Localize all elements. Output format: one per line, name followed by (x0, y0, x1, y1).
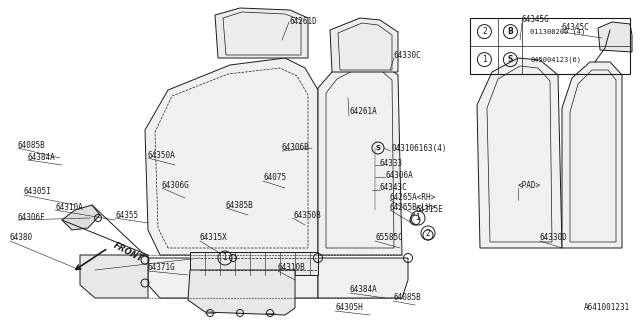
Text: 64085B: 64085B (18, 140, 45, 149)
Text: S: S (508, 55, 513, 64)
Text: 64330C: 64330C (394, 51, 422, 60)
Polygon shape (477, 58, 562, 248)
Text: <PAD>: <PAD> (518, 180, 541, 189)
Text: 64261D: 64261D (289, 18, 317, 27)
Polygon shape (148, 258, 318, 298)
Text: 64350A: 64350A (148, 150, 176, 159)
Text: 64305H: 64305H (335, 303, 363, 313)
Polygon shape (188, 270, 295, 315)
Polygon shape (215, 8, 308, 58)
Polygon shape (330, 18, 398, 72)
Text: 64310B: 64310B (278, 263, 306, 273)
Text: 2: 2 (482, 27, 487, 36)
Text: 64306G: 64306G (162, 180, 189, 189)
Text: S: S (376, 145, 381, 151)
Text: 64350B: 64350B (293, 211, 321, 220)
Polygon shape (318, 258, 408, 298)
Text: 64384A: 64384A (350, 285, 378, 294)
Text: 64380: 64380 (10, 234, 33, 243)
Text: 64310A: 64310A (55, 204, 83, 212)
Polygon shape (562, 62, 622, 248)
Text: 64306A: 64306A (385, 171, 413, 180)
Polygon shape (80, 255, 148, 298)
Text: 64085B: 64085B (393, 293, 420, 302)
Text: 043106163(4): 043106163(4) (392, 143, 447, 153)
Polygon shape (598, 22, 632, 52)
Text: 64075: 64075 (263, 173, 286, 182)
Text: 64261A: 64261A (349, 108, 377, 116)
Bar (470, 18, 630, 74)
Text: 64265A<RH>: 64265A<RH> (390, 194, 436, 203)
Text: 64384A: 64384A (28, 154, 56, 163)
Polygon shape (145, 58, 318, 255)
Text: FRONT: FRONT (112, 241, 145, 263)
Text: 64333: 64333 (380, 158, 403, 167)
Text: 1: 1 (223, 253, 227, 262)
Text: 64315E: 64315E (415, 205, 443, 214)
Text: 64305I: 64305I (24, 188, 52, 196)
Text: 011308200 (4): 011308200 (4) (531, 28, 586, 35)
Polygon shape (190, 252, 318, 275)
Text: 64343C: 64343C (380, 183, 408, 193)
Text: A641001231: A641001231 (584, 303, 630, 312)
Text: 64306B: 64306B (282, 143, 310, 153)
Polygon shape (62, 205, 100, 230)
Text: 045004123(6): 045004123(6) (531, 56, 581, 63)
Text: 64371G: 64371G (148, 263, 176, 273)
Text: 1: 1 (482, 55, 487, 64)
Text: 2: 2 (426, 228, 430, 237)
Text: 64265B<LH>: 64265B<LH> (390, 204, 436, 212)
Text: 64355: 64355 (115, 211, 138, 220)
Text: 64315X: 64315X (200, 234, 228, 243)
Text: 64345G: 64345G (522, 15, 550, 25)
Polygon shape (318, 60, 402, 255)
Text: 64306F: 64306F (18, 213, 45, 222)
Text: B: B (508, 27, 513, 36)
Text: 64330D: 64330D (540, 234, 568, 243)
Text: 1: 1 (415, 213, 420, 222)
Text: 64345C: 64345C (562, 23, 589, 33)
Text: 65585C: 65585C (375, 234, 403, 243)
Text: 64385B: 64385B (226, 201, 253, 210)
